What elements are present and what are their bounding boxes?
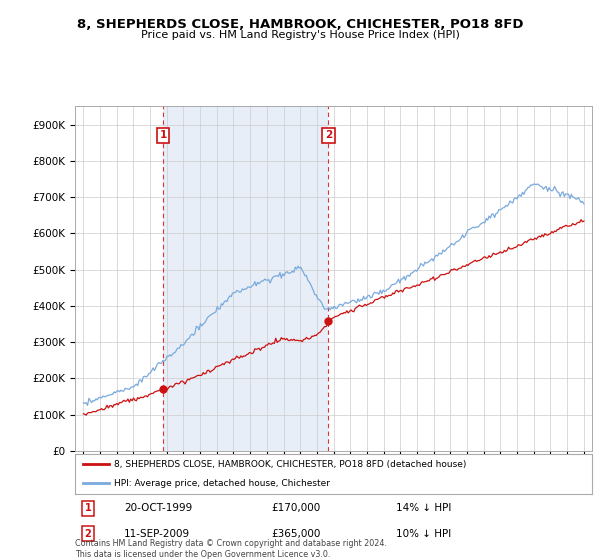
Text: 2: 2 [325,130,332,141]
Text: 14% ↓ HPI: 14% ↓ HPI [395,503,451,514]
Text: 1: 1 [160,130,167,141]
Text: Price paid vs. HM Land Registry's House Price Index (HPI): Price paid vs. HM Land Registry's House … [140,30,460,40]
Text: £170,000: £170,000 [272,503,321,514]
Text: 11-SEP-2009: 11-SEP-2009 [124,529,190,539]
Text: 10% ↓ HPI: 10% ↓ HPI [395,529,451,539]
Text: £365,000: £365,000 [272,529,321,539]
Text: 1: 1 [85,503,91,514]
Bar [163,106,328,451]
Text: 2: 2 [85,529,91,539]
Text: 20-OCT-1999: 20-OCT-1999 [124,503,193,514]
Text: Contains HM Land Registry data © Crown copyright and database right 2024.
This d: Contains HM Land Registry data © Crown c… [75,539,387,559]
Text: 8, SHEPHERDS CLOSE, HAMBROOK, CHICHESTER, PO18 8FD: 8, SHEPHERDS CLOSE, HAMBROOK, CHICHESTER… [77,18,523,31]
Text: HPI: Average price, detached house, Chichester: HPI: Average price, detached house, Chic… [114,479,330,488]
Text: 8, SHEPHERDS CLOSE, HAMBROOK, CHICHESTER, PO18 8FD (detached house): 8, SHEPHERDS CLOSE, HAMBROOK, CHICHESTER… [114,460,466,469]
